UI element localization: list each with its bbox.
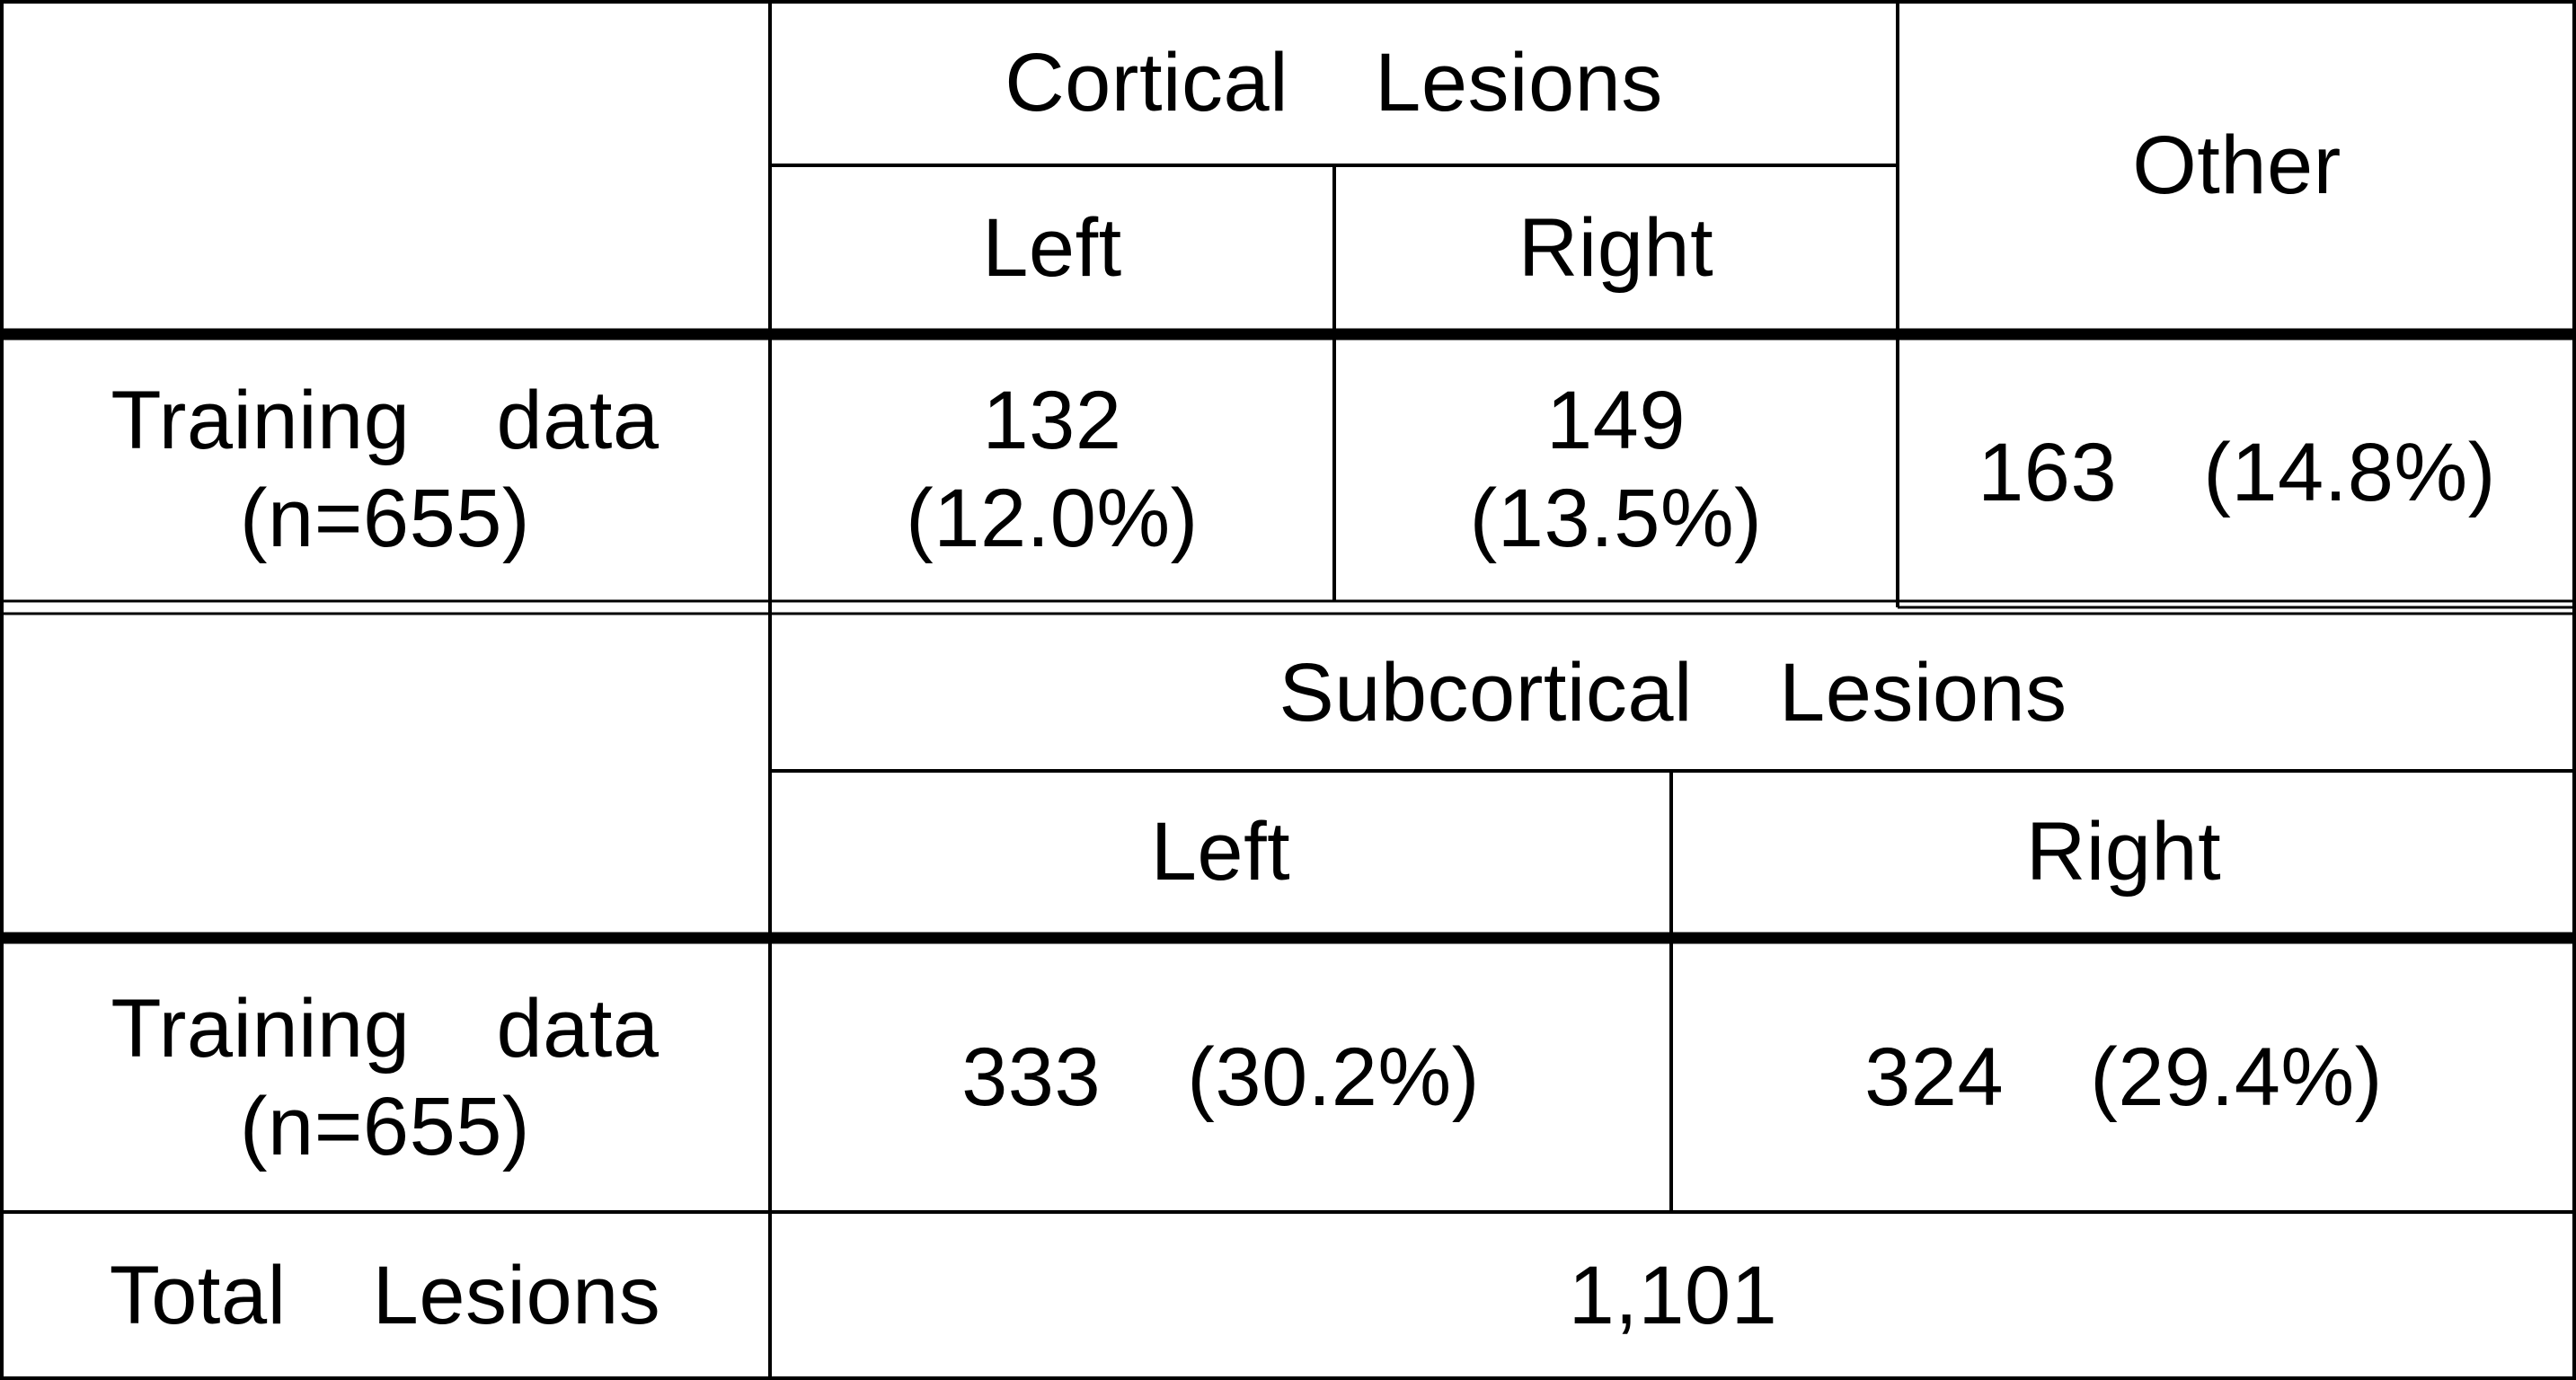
subcortical-left-header: Left (1150, 805, 1291, 898)
total-label: Total Lesions (109, 1250, 661, 1342)
subcortical-right-header: Right (2025, 805, 2222, 898)
subcortical-row-label: Training data (n=655) (111, 982, 659, 1172)
subcortical-left-value: 333 (30.2%) (961, 1031, 1480, 1124)
other-value: 163 (14.8%) (1978, 426, 2496, 518)
cortical-left-header: Left (982, 201, 1122, 294)
cortical-left-value: 132 (12.0%) (906, 375, 1199, 564)
subcortical-group-header: Subcortical Lesions (1279, 647, 2067, 739)
cortical-right-header: Right (1518, 201, 1714, 294)
cortical-group-header: Cortical Lesions (770, 0, 1898, 165)
cortical-row-label: Training data (n=655) (111, 375, 659, 564)
total-value: 1,101 (1568, 1250, 1778, 1342)
cortical-group-header-text: Cortical Lesions (1005, 36, 1663, 128)
other-header: Other (2132, 119, 2341, 211)
cortical-right-value: 149 (13.5%) (1469, 375, 1763, 564)
subcortical-right-value: 324 (29.4%) (1864, 1031, 2383, 1124)
